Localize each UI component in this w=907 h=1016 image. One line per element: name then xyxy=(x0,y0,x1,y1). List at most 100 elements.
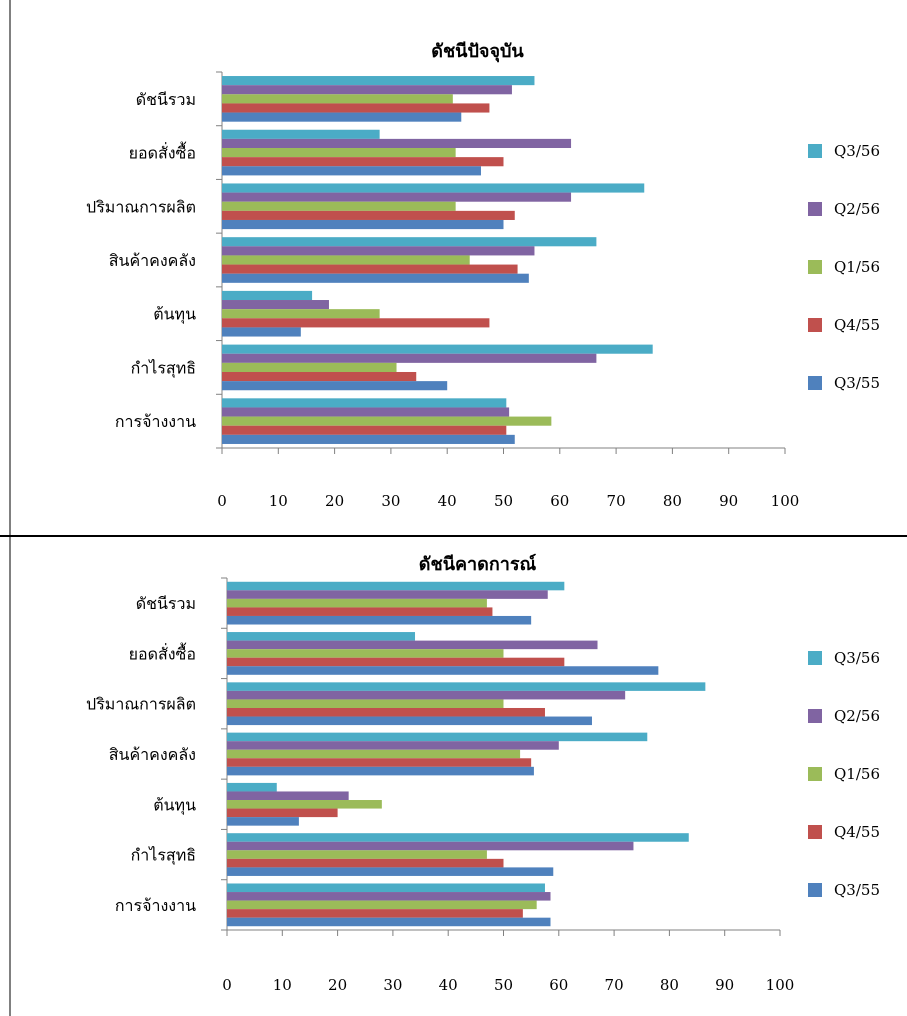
chart2-bar xyxy=(227,867,554,876)
chart1-legend-label: Q2/56 xyxy=(834,200,880,218)
chart1-x-tick-label: 50 xyxy=(494,492,513,510)
chart1-bar xyxy=(222,371,417,382)
chart1-x-tick-label: 90 xyxy=(719,492,738,510)
chart1-bar xyxy=(222,407,510,417)
chart2-title: ดัชนีคาดการณ์ xyxy=(419,553,537,575)
chart1-bar xyxy=(222,434,515,444)
chart2-bar xyxy=(227,758,532,767)
chart1-bar xyxy=(222,353,597,363)
chart1-bar xyxy=(222,290,313,301)
chart2-legend-label: Q3/56 xyxy=(834,649,880,667)
chart1-legend-swatch xyxy=(808,376,822,390)
chart2-legend-swatch xyxy=(808,825,822,839)
chart2-bar xyxy=(227,900,537,910)
chart2-bar xyxy=(227,607,493,616)
chart1-x-tick-label: 60 xyxy=(550,492,569,510)
chart2-x-tick-label: 60 xyxy=(549,976,568,994)
chart2-category-label: ต้นทุน xyxy=(153,795,196,815)
chart2-legend-label: Q3/55 xyxy=(834,881,880,899)
chart2-x-tick-label: 80 xyxy=(660,976,679,994)
chart2-bar xyxy=(227,632,416,641)
chart1-bar xyxy=(222,327,301,337)
chart1-x-tick-label: 20 xyxy=(325,492,344,510)
chart1-bar xyxy=(222,148,456,158)
chart1-bar xyxy=(222,344,653,354)
chart1-legend-swatch xyxy=(808,260,822,274)
chart2-legend-label: Q1/56 xyxy=(834,765,880,783)
chart1-category-label: สินค้าคงคลัง xyxy=(109,251,196,270)
chart2-legend-swatch xyxy=(808,767,822,781)
chart2-bar xyxy=(227,791,349,801)
chart2-category-label: ดัชนีรวม xyxy=(136,594,196,613)
chart1-category-label: ดัชนีรวม xyxy=(136,90,196,109)
chart2-category-label: การจ้างงาน xyxy=(115,896,196,915)
chart1-bar xyxy=(222,166,481,176)
chart1-legend-label: Q1/56 xyxy=(834,258,880,276)
chart2-category-label: ปริมาณการผลิต xyxy=(86,695,196,714)
chart1-legend-label: Q4/55 xyxy=(834,316,880,334)
chart1-bar xyxy=(222,425,507,435)
chart2-bar xyxy=(227,917,551,927)
chart1-category-label: การจ้างงาน xyxy=(115,412,196,431)
chart2-bar xyxy=(227,766,534,776)
chart1-bar xyxy=(222,138,572,149)
chart2-legend-swatch xyxy=(808,883,822,897)
chart2-legend-swatch xyxy=(808,651,822,665)
chart2-bar xyxy=(227,581,565,591)
chart2-legend-label: Q4/55 xyxy=(834,823,880,841)
chart1-bar xyxy=(222,398,507,408)
chart2-bar xyxy=(227,892,551,901)
chart1-bar xyxy=(222,309,380,319)
chart2-bar xyxy=(227,883,545,893)
chart2-bar xyxy=(227,598,487,608)
chart1-x-tick-label: 0 xyxy=(217,492,227,510)
chart1-bar xyxy=(222,129,380,139)
chart1-category-label: ยอดสั่งซื้อ xyxy=(129,142,196,163)
chart2-bar xyxy=(227,850,487,859)
chart1-bar xyxy=(222,183,645,193)
chart2-bar xyxy=(227,657,565,667)
chart2-bar xyxy=(227,590,548,599)
chart1-legend-label: Q3/55 xyxy=(834,374,880,392)
chart1-category-label: ปริมาณการผลิต xyxy=(86,197,196,216)
chart1-bar xyxy=(222,85,512,95)
chart1-x-tick-label: 30 xyxy=(381,492,400,510)
chart2-bar xyxy=(227,682,706,691)
chart1-bar xyxy=(222,201,456,211)
chart2-bar xyxy=(227,741,559,750)
chart1-x-tick-label: 40 xyxy=(438,492,457,510)
chart2-x-tick-label: 70 xyxy=(605,976,624,994)
chart2-bar xyxy=(227,782,277,792)
chart2-x-tick-label: 90 xyxy=(715,976,734,994)
chart2-x-tick-label: 0 xyxy=(222,976,232,994)
chart1-bar xyxy=(222,94,453,104)
chart1-bar xyxy=(222,103,490,113)
chart2-bar xyxy=(227,615,532,625)
chart2-bar xyxy=(227,732,648,742)
chart2-category-label: ยอดสั่งซื้อ xyxy=(129,642,196,663)
chart1-legend-swatch xyxy=(808,318,822,332)
chart1-legend-label: Q3/56 xyxy=(834,142,880,160)
chart1-legend-swatch xyxy=(808,202,822,216)
chart2-x-tick-label: 20 xyxy=(328,976,347,994)
chart1-bar xyxy=(222,112,462,122)
chart1-bar xyxy=(222,246,535,256)
chart2-legend-label: Q2/56 xyxy=(834,707,880,725)
chart2-bar xyxy=(227,841,634,851)
chart2-bar xyxy=(227,808,338,818)
chart1-bar xyxy=(222,76,535,86)
chart1-bar xyxy=(222,362,397,372)
chart2-bar xyxy=(227,749,521,759)
chart1-bar xyxy=(222,273,529,283)
chart2-x-tick-label: 50 xyxy=(494,976,513,994)
chart2-bar xyxy=(227,690,626,700)
chart1-bar xyxy=(222,300,329,310)
chart2-bar xyxy=(227,666,659,675)
chart2-category-label: กำไรสุทธิ xyxy=(131,846,196,866)
chart1-x-tick-label: 80 xyxy=(663,492,682,510)
chart1-bar xyxy=(222,192,572,202)
chart1-category-label: ต้นทุน xyxy=(153,305,196,325)
chart1-x-tick-label: 100 xyxy=(771,492,800,510)
chart2-bar xyxy=(227,707,545,717)
chart2-x-tick-label: 40 xyxy=(439,976,458,994)
